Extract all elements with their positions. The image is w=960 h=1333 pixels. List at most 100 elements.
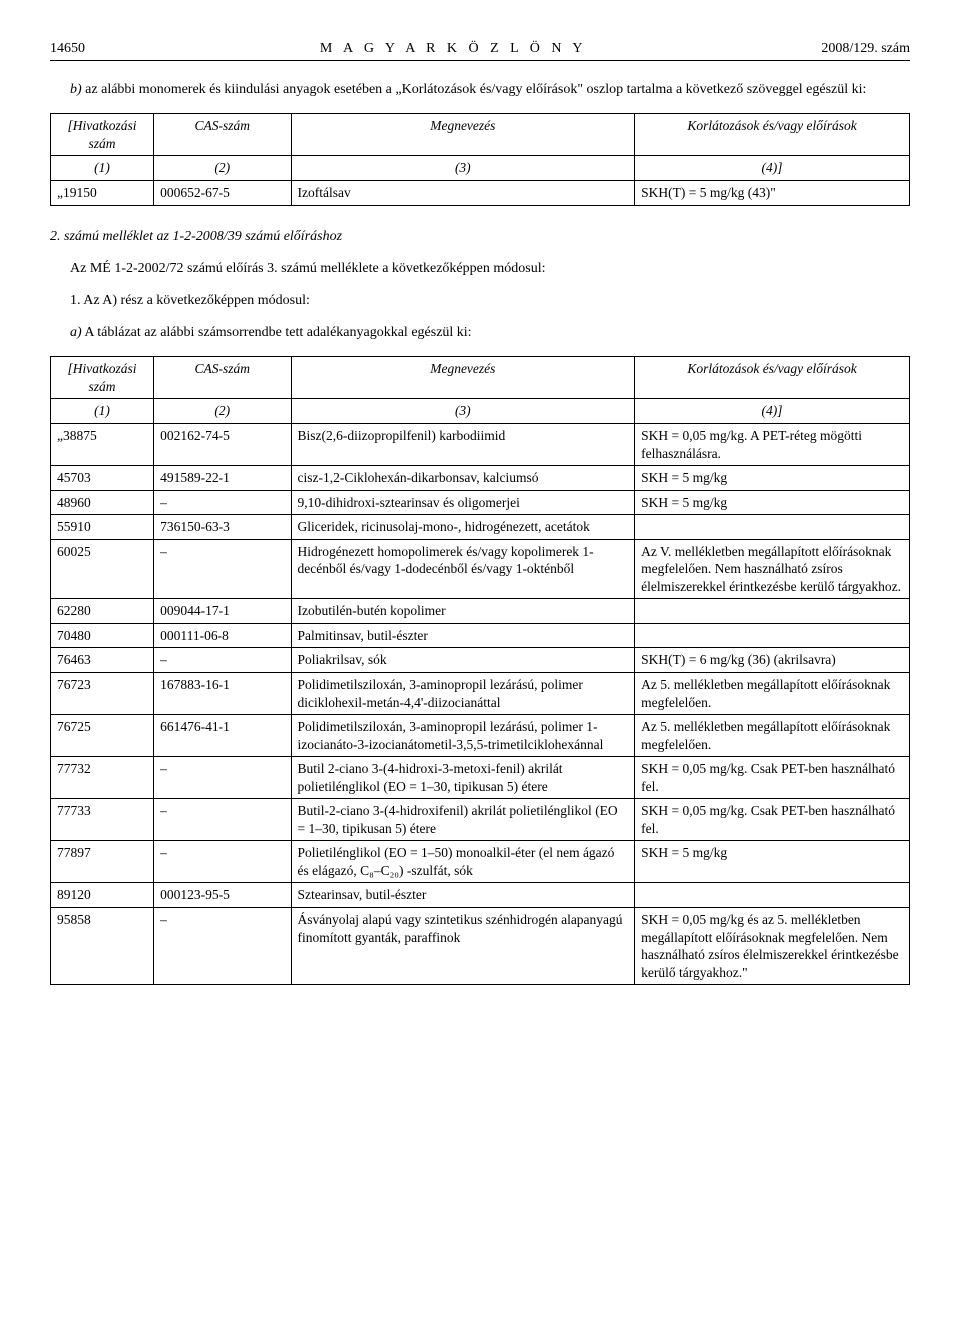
table-row: „19150000652-67-5IzoftálsavSKH(T) = 5 mg… xyxy=(51,181,910,206)
cell-restrict: SKH(T) = 5 mg/kg (43)" xyxy=(635,181,910,206)
cell-restrict: Az 5. mellékletben megállapított előírás… xyxy=(635,715,910,757)
mid-p1: Az MÉ 1-2-2002/72 számú előírás 3. számú… xyxy=(50,260,910,278)
cell-name: Ásványolaj alapú vagy szintetikus szénhi… xyxy=(291,907,635,984)
colnum-3: (3) xyxy=(291,399,635,424)
table-row: 77733–Butil-2-ciano 3-(4-hidroxifenil) a… xyxy=(51,799,910,841)
th-ref: [Hivatkozási szám xyxy=(51,357,154,399)
table-row: 55910736150-63-3Gliceridek, ricinusolaj-… xyxy=(51,515,910,540)
colnum-3: (3) xyxy=(291,156,635,181)
intro-b-text: az alábbi monomerek és kiindulási anyago… xyxy=(85,82,866,97)
cell-ref: „19150 xyxy=(51,181,154,206)
th-name: Megnevezés xyxy=(291,114,635,156)
cell-name: cisz-1,2-Ciklohexán-dikarbonsav, kalcium… xyxy=(291,466,635,491)
cell-cas: – xyxy=(154,490,291,515)
table-row: 76723167883-16-1Polidimetilsziloxán, 3-a… xyxy=(51,672,910,714)
table-1: [Hivatkozási szám CAS-szám Megnevezés Ko… xyxy=(50,113,910,205)
colnum-4: (4)] xyxy=(635,156,910,181)
cell-name: Bisz(2,6-diizopropilfenil) karbodiimid xyxy=(291,423,635,465)
th-cas: CAS-szám xyxy=(154,357,291,399)
colnum-4: (4)] xyxy=(635,399,910,424)
intro-paragraph-b: b) az alábbi monomerek és kiindulási any… xyxy=(50,81,910,99)
cell-restrict: Az V. mellékletben megállapított előírás… xyxy=(635,539,910,599)
cell-name: Palmitinsav, butil-észter xyxy=(291,623,635,648)
cell-name: Polidimetilsziloxán, 3-aminopropil lezár… xyxy=(291,672,635,714)
cell-ref: 70480 xyxy=(51,623,154,648)
cell-ref: 45703 xyxy=(51,466,154,491)
th-restrict: Korlátozások és/vagy előírások xyxy=(635,357,910,399)
header-page-right: 2008/129. szám xyxy=(821,40,910,58)
table-header-row: [Hivatkozási szám CAS-szám Megnevezés Ko… xyxy=(51,114,910,156)
cell-ref: 77732 xyxy=(51,757,154,799)
cell-ref: 76463 xyxy=(51,648,154,673)
cell-name: Hidrogénezett homopolimerek és/vagy kopo… xyxy=(291,539,635,599)
cell-restrict xyxy=(635,623,910,648)
cell-restrict: SKH = 0,05 mg/kg. Csak PET-ben használha… xyxy=(635,799,910,841)
cell-name: Butil-2-ciano 3-(4-hidroxifenil) akrilát… xyxy=(291,799,635,841)
table-row: 70480000111-06-8Palmitinsav, butil-észte… xyxy=(51,623,910,648)
table-row: 48960–9,10-dihidroxi-sztearinsav és olig… xyxy=(51,490,910,515)
page-header: 14650 M A G Y A R K Ö Z L Ö N Y 2008/129… xyxy=(50,40,910,61)
cell-cas: – xyxy=(154,539,291,599)
cell-ref: 60025 xyxy=(51,539,154,599)
cell-name: Poliakrilsav, sók xyxy=(291,648,635,673)
table-row: „38875002162-74-5Bisz(2,6-diizopropilfen… xyxy=(51,423,910,465)
cell-cas: 736150-63-3 xyxy=(154,515,291,540)
cell-ref: 95858 xyxy=(51,907,154,984)
table-2: [Hivatkozási szám CAS-szám Megnevezés Ko… xyxy=(50,356,910,985)
cell-cas: 491589-22-1 xyxy=(154,466,291,491)
cell-cas: – xyxy=(154,757,291,799)
cell-restrict: SKH(T) = 6 mg/kg (36) (akrilsavra) xyxy=(635,648,910,673)
cell-ref: 76725 xyxy=(51,715,154,757)
colnum-1: (1) xyxy=(51,399,154,424)
table-row: 45703491589-22-1cisz-1,2-Ciklohexán-dika… xyxy=(51,466,910,491)
cell-restrict: Az 5. mellékletben megállapított előírás… xyxy=(635,672,910,714)
cell-name: Izoftálsav xyxy=(291,181,635,206)
cell-name: Polidimetilsziloxán, 3-aminopropil lezár… xyxy=(291,715,635,757)
table-row: 62280009044-17-1Izobutilén-butén kopolim… xyxy=(51,599,910,624)
cell-ref: 62280 xyxy=(51,599,154,624)
cell-cas: – xyxy=(154,841,291,883)
cell-ref: 77897 xyxy=(51,841,154,883)
cell-restrict: SKH = 5 mg/kg xyxy=(635,490,910,515)
mid-p3: a) A táblázat az alábbi számsorrendbe te… xyxy=(50,324,910,342)
cell-restrict xyxy=(635,515,910,540)
table-row: 77732–Butil 2-ciano 3-(4-hidroxi-3-metox… xyxy=(51,757,910,799)
cell-cas: 009044-17-1 xyxy=(154,599,291,624)
th-name: Megnevezés xyxy=(291,357,635,399)
cell-name: 9,10-dihidroxi-sztearinsav és oligomerje… xyxy=(291,490,635,515)
cell-cas: 002162-74-5 xyxy=(154,423,291,465)
mid-heading: 2. számú melléklet az 1-2-2008/39 számú … xyxy=(50,228,910,246)
cell-ref: 89120 xyxy=(51,883,154,908)
cell-cas: 000111-06-8 xyxy=(154,623,291,648)
colnum-1: (1) xyxy=(51,156,154,181)
colnum-2: (2) xyxy=(154,156,291,181)
cell-restrict: SKH = 0,05 mg/kg. Csak PET-ben használha… xyxy=(635,757,910,799)
cell-cas: – xyxy=(154,907,291,984)
th-restrict: Korlátozások és/vagy előírások xyxy=(635,114,910,156)
table-row: 76725661476-41-1Polidimetilsziloxán, 3-a… xyxy=(51,715,910,757)
table-colnums-row: (1) (2) (3) (4)] xyxy=(51,156,910,181)
th-cas: CAS-szám xyxy=(154,114,291,156)
mid-p3-text: A táblázat az alábbi számsorrendbe tett … xyxy=(84,325,471,340)
cell-ref: 55910 xyxy=(51,515,154,540)
th-ref: [Hivatkozási szám xyxy=(51,114,154,156)
cell-cas: 661476-41-1 xyxy=(154,715,291,757)
cell-ref: 48960 xyxy=(51,490,154,515)
cell-restrict xyxy=(635,599,910,624)
table-row: 77897–Polietilénglikol (EO = 1–50) monoa… xyxy=(51,841,910,883)
cell-cas: 000123-95-5 xyxy=(154,883,291,908)
header-page-left: 14650 xyxy=(50,40,85,58)
cell-name: Sztearinsav, butil-észter xyxy=(291,883,635,908)
cell-restrict: SKH = 0,05 mg/kg. A PET-réteg mögötti fe… xyxy=(635,423,910,465)
header-title: M A G Y A R K Ö Z L Ö N Y xyxy=(320,40,587,58)
colnum-2: (2) xyxy=(154,399,291,424)
cell-cas: – xyxy=(154,648,291,673)
cell-restrict: SKH = 5 mg/kg xyxy=(635,466,910,491)
mid-p2: 1. Az A) rész a következőképpen módosul: xyxy=(50,292,910,310)
cell-name: Butil 2-ciano 3-(4-hidroxi-3-metoxi-feni… xyxy=(291,757,635,799)
cell-name: Gliceridek, ricinusolaj-mono-, hidrogéne… xyxy=(291,515,635,540)
cell-cas: 000652-67-5 xyxy=(154,181,291,206)
table-row: 76463–Poliakrilsav, sókSKH(T) = 6 mg/kg … xyxy=(51,648,910,673)
cell-ref: „38875 xyxy=(51,423,154,465)
cell-ref: 77733 xyxy=(51,799,154,841)
